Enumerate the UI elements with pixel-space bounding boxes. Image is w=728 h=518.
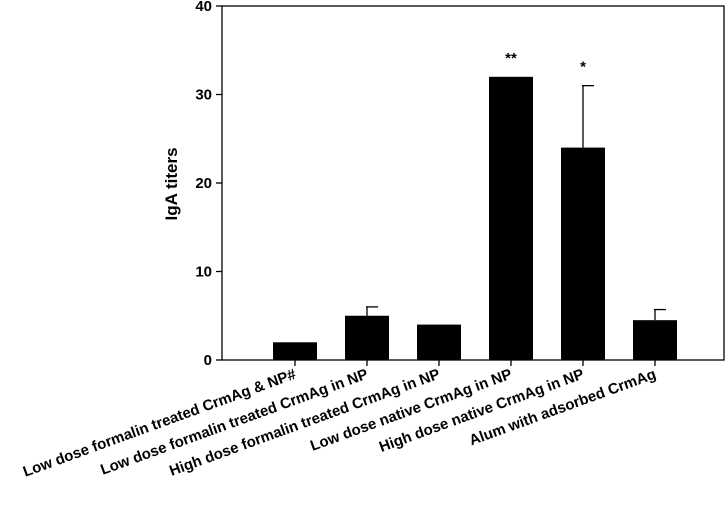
y-tick-label: 10 (195, 264, 212, 281)
bar (489, 76, 533, 361)
x-axis-tick-labels: Low dose formalin treated CrmAg & NP#Low… (21, 360, 658, 481)
significance-label: * (580, 59, 586, 76)
y-axis-title: IgA titers (162, 147, 181, 220)
bar (561, 147, 605, 360)
bar (417, 324, 461, 360)
y-axis-ticks: 0 10 20 30 40 (195, 0, 222, 369)
bar (633, 320, 677, 360)
y-tick-label: 40 (195, 0, 212, 15)
y-tick-label: 30 (195, 87, 212, 104)
bar (273, 342, 317, 360)
plot-frame (221, 5, 725, 361)
y-tick-label: 20 (195, 175, 212, 192)
y-tick-label: 0 (204, 352, 212, 369)
bar-series: *** (273, 50, 677, 361)
bar (345, 315, 389, 360)
plot-border (221, 5, 725, 361)
significance-label: ** (505, 50, 517, 67)
x-tick-label: Low dose formalin treated CrmAg & NP# (21, 366, 299, 481)
